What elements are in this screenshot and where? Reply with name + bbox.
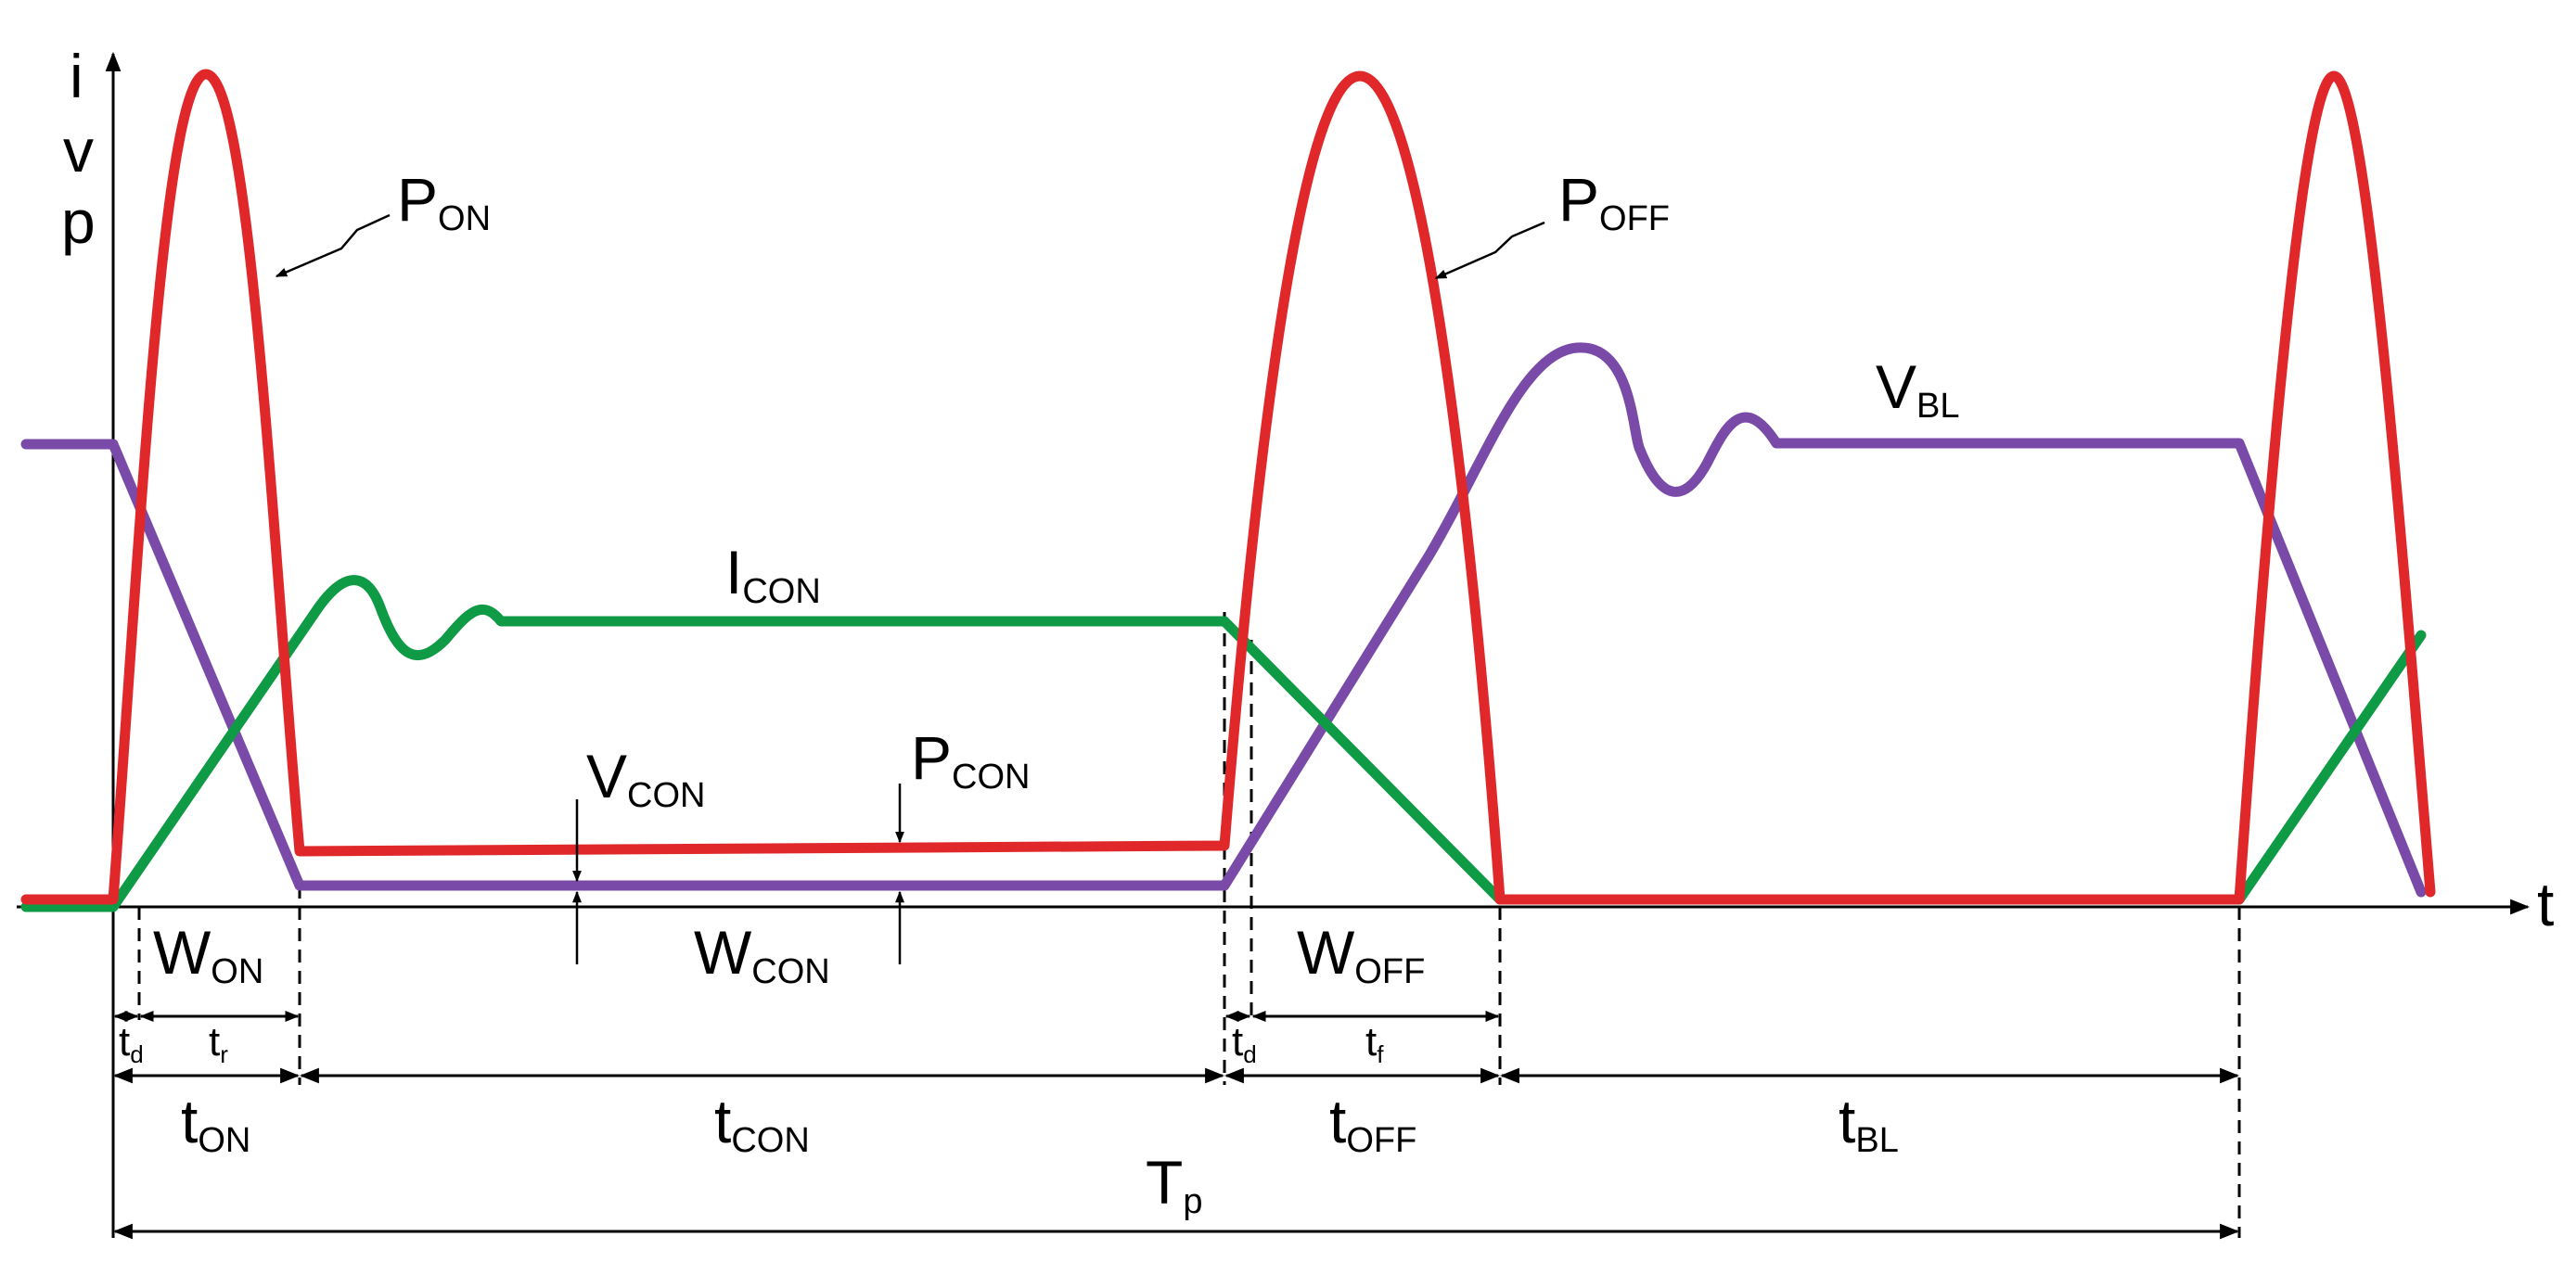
y-axis-label-v: v	[63, 116, 94, 185]
x-axis-label-t: t	[2537, 870, 2554, 938]
label-v-con: VCON	[586, 742, 705, 815]
label-p-on: PON	[397, 165, 491, 238]
pointer-p-on	[275, 213, 391, 278]
label-t-off: tOFF	[1329, 1087, 1416, 1160]
label-p-off: POFF	[1558, 165, 1670, 238]
label-i-con: ICON	[725, 538, 821, 611]
label-tr: tr	[209, 1019, 228, 1068]
label-t-p: Tp	[1146, 1148, 1202, 1221]
label-td-off: td	[1232, 1019, 1257, 1068]
label-tf: tf	[1365, 1019, 1384, 1068]
label-w-con: WCON	[694, 918, 830, 991]
y-axis-label-i: i	[70, 42, 83, 110]
current-waveform	[20, 575, 2427, 912]
label-t-bl: tBL	[1839, 1087, 1899, 1160]
label-td-on: td	[119, 1019, 144, 1068]
pointer-p-off	[1434, 221, 1545, 280]
label-w-on: WON	[153, 918, 263, 991]
power-waveform	[20, 69, 2436, 905]
label-p-con: PCON	[911, 723, 1030, 797]
label-w-off: WOFF	[1297, 918, 1425, 991]
label-v-bl: VBL	[1876, 352, 1960, 426]
label-t-on: tON	[181, 1087, 250, 1160]
voltage-waveform	[20, 342, 2427, 898]
y-axis-label-p: p	[61, 187, 96, 256]
label-t-con: tCON	[714, 1087, 810, 1160]
